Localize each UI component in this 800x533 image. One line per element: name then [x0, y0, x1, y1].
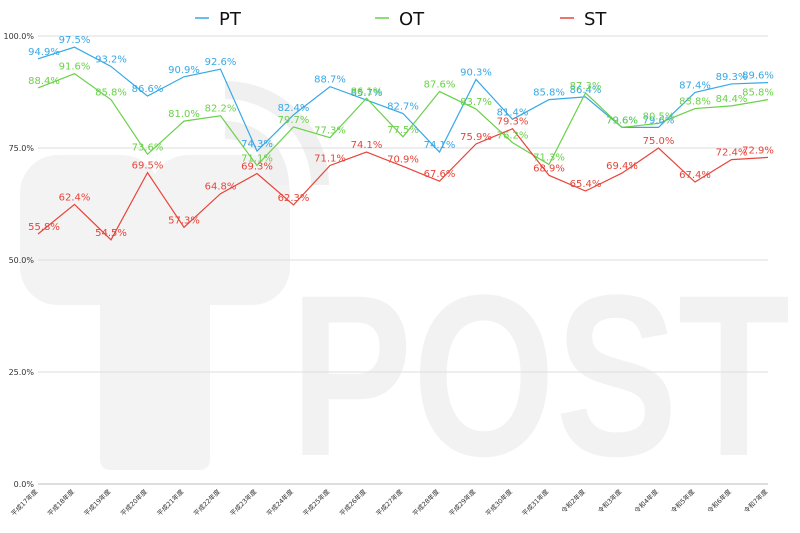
- data-label-ot: 91.6%: [59, 62, 91, 73]
- data-label-pt: 85.8%: [533, 88, 565, 99]
- data-label-pt: 87.4%: [679, 80, 711, 91]
- data-label-pt: 86.4%: [570, 85, 602, 96]
- watermark-logo: POST: [20, 81, 790, 504]
- data-label-ot: 88.4%: [28, 76, 60, 87]
- data-label-ot: 83.8%: [679, 97, 711, 108]
- data-label-st: 62.3%: [278, 193, 310, 204]
- data-label-ot: 77.5%: [387, 125, 419, 136]
- series-line-ot: [37, 72, 769, 167]
- data-label-ot: 71.1%: [241, 153, 273, 164]
- data-label-pt: 86.6%: [132, 84, 164, 95]
- data-label-st: 71.1%: [314, 153, 346, 164]
- legend-label-st: ST: [584, 9, 607, 30]
- data-label-ot: 84.4%: [716, 94, 748, 105]
- data-label-ot: 71.3%: [533, 153, 565, 164]
- data-label-ot: 80.5%: [643, 111, 675, 122]
- y-tick-label: 75.0%: [9, 144, 35, 153]
- data-label-st: 69.3%: [241, 162, 273, 173]
- data-label-pt: 89.3%: [716, 72, 748, 83]
- data-label-pt: 79.6%: [606, 115, 638, 126]
- y-tick-label: 100.0%: [3, 32, 34, 41]
- x-tick-label: 平成19年度: [82, 487, 113, 518]
- data-label-st: 75.0%: [643, 136, 675, 147]
- data-label-st: 69.4%: [606, 161, 638, 172]
- watermark-text: POST: [290, 247, 790, 504]
- data-label-pt: 82.4%: [278, 103, 310, 114]
- data-label-ot: 81.0%: [168, 109, 200, 120]
- y-axis: 0.0% 25.0% 50.0% 75.0% 100.0%: [3, 32, 34, 489]
- gridlines: [38, 35, 768, 485]
- data-labels: 94.9%97.5% 93.2% 86.6% 90.9% 92.6% 74.3% 82.4%…: [28, 35, 774, 239]
- x-tick-label: 平成17年度: [9, 487, 40, 518]
- legend: PT OT ST: [195, 9, 607, 30]
- data-label-st: 68.9%: [533, 163, 565, 174]
- data-label-pt: 82.7%: [387, 102, 419, 113]
- data-label-st: 72.9%: [742, 145, 774, 156]
- x-tick-label: 平成22年度: [191, 487, 222, 518]
- data-label-pt: 90.9%: [168, 65, 200, 76]
- data-label-st: 70.9%: [387, 154, 419, 165]
- data-label-st: 62.4%: [59, 192, 91, 203]
- data-label-ot: 87.6%: [424, 80, 456, 91]
- data-label-st: 65.4%: [570, 179, 602, 190]
- data-label-ot: 79.6%: [606, 115, 638, 126]
- data-label-st: 55.8%: [28, 222, 60, 233]
- data-label-ot: 86.1%: [351, 86, 383, 97]
- data-label-st: 67.6%: [424, 169, 456, 180]
- data-label-ot: 87.3%: [570, 81, 602, 92]
- data-label-ot: 73.6%: [132, 142, 164, 153]
- data-label-pt: 81.4%: [497, 107, 529, 118]
- data-label-pt: 97.5%: [59, 35, 91, 46]
- y-tick-label: 50.0%: [9, 256, 35, 265]
- data-label-pt: 89.6%: [742, 71, 774, 82]
- data-label-ot: 83.7%: [460, 97, 492, 108]
- legend-label-pt: PT: [219, 9, 242, 30]
- data-label-ot: 85.8%: [742, 88, 774, 99]
- data-label-st: 54.5%: [95, 228, 127, 239]
- data-label-pt: 85.7%: [351, 88, 383, 99]
- data-label-ot: 76.2%: [497, 131, 529, 142]
- data-label-pt: 74.3%: [241, 139, 273, 150]
- y-tick-label: 25.0%: [9, 368, 35, 377]
- series-line-st: [37, 128, 769, 241]
- y-tick-label: 0.0%: [14, 480, 35, 489]
- data-label-ot: 77.3%: [314, 126, 346, 137]
- legend-label-ot: OT: [399, 9, 425, 30]
- data-label-st: 75.9%: [460, 132, 492, 143]
- data-label-pt: 88.7%: [314, 75, 346, 86]
- data-label-st: 64.8%: [205, 182, 237, 193]
- x-tick-label: 平成18年度: [45, 487, 76, 518]
- data-label-st: 74.1%: [351, 140, 383, 151]
- data-label-pt: 93.2%: [95, 54, 127, 65]
- series-line-pt: [37, 46, 769, 154]
- data-label-ot: 79.7%: [278, 115, 310, 126]
- series-lines: [37, 46, 769, 241]
- data-label-ot: 85.8%: [95, 88, 127, 99]
- data-label-st: 67.4%: [679, 170, 711, 181]
- data-label-ot: 82.2%: [205, 104, 237, 115]
- data-label-pt: 92.6%: [205, 57, 237, 68]
- x-tick-label: 平成21年度: [155, 487, 186, 518]
- x-tick-label: 平成20年度: [118, 487, 149, 518]
- data-label-pt: 79.6%: [643, 115, 675, 126]
- data-label-pt: 74.1%: [424, 140, 456, 151]
- data-label-st: 79.3%: [497, 117, 529, 128]
- data-label-pt: 94.9%: [28, 47, 60, 58]
- data-label-st: 69.5%: [132, 161, 164, 172]
- x-tick-label: 平成23年度: [228, 487, 259, 518]
- data-label-st: 57.3%: [168, 215, 200, 226]
- data-label-pt: 90.3%: [460, 67, 492, 78]
- data-label-st: 72.4%: [716, 148, 748, 159]
